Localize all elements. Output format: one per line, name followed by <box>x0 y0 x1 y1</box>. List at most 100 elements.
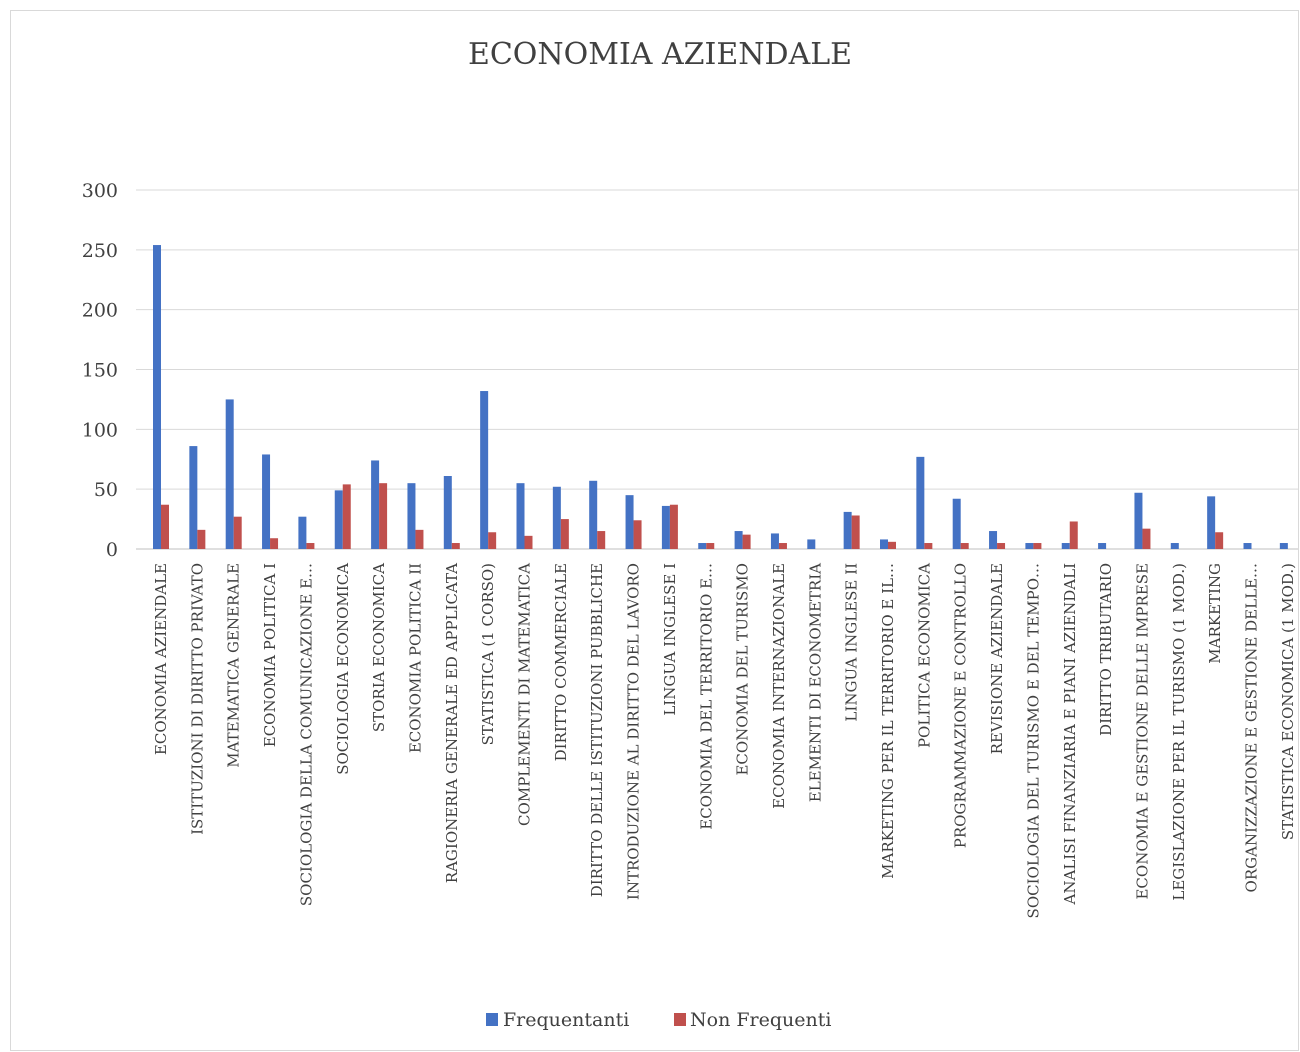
bar-non-frequenti-7 <box>379 483 388 549</box>
bar-non-frequenti-9 <box>451 543 460 549</box>
bar-frequentanti-30 <box>1207 496 1216 549</box>
x-tick-label-32: STATISTICA ECONOMICA (1 MOD.) <box>1279 563 1297 840</box>
x-tick-label-5: SOCIOLOGIA DELLA COMUNICAZIONE E… <box>297 563 315 906</box>
bar-non-frequenti-23 <box>960 543 969 549</box>
bar-non-frequenti-14 <box>633 520 642 549</box>
x-tick-label-16: ECONOMIA DEL TERRITORIO E… <box>697 563 715 830</box>
x-tick-label-23: PROGRAMMAZIONE E CONTROLLO <box>952 563 970 848</box>
bar-frequentanti-24 <box>989 531 998 549</box>
bar-frequentanti-26 <box>1061 543 1070 549</box>
bar-frequentanti-1 <box>153 245 161 550</box>
y-tick-label-200: 200 <box>82 300 118 322</box>
chart-title: ECONOMIA AZIENDALE <box>468 37 852 72</box>
bar-frequentanti-5 <box>298 516 307 549</box>
bar-frequentanti-12 <box>552 486 561 549</box>
bar-frequentanti-13 <box>589 480 598 549</box>
x-tick-label-10: STATISTICA (1 CORSO) <box>479 563 497 745</box>
bar-frequentanti-3 <box>225 399 234 549</box>
x-tick-label-12: DIRITTO COMMERCIALE <box>552 563 570 761</box>
bar-non-frequenti-6 <box>342 484 351 549</box>
bar-frequentanti-28 <box>1134 492 1143 549</box>
legend: Frequentanti Non Frequenti <box>486 1009 831 1031</box>
bar-non-frequenti-16 <box>706 543 715 549</box>
bar-frequentanti-31 <box>1243 543 1252 549</box>
x-tick-label-18: ECONOMIA INTERNAZIONALE <box>770 563 788 809</box>
bar-non-frequenti-18 <box>778 543 787 549</box>
bar-frequentanti-2 <box>189 446 198 549</box>
bar-frequentanti-6 <box>334 490 343 549</box>
x-tick-label-4: ECONOMIA POLITICA I <box>261 563 279 747</box>
x-tick-label-20: LINGUA INGLESE II <box>843 563 861 722</box>
bar-frequentanti-19 <box>807 539 816 549</box>
x-tick-label-28: ECONOMIA E GESTIONE DELLE IMPRESE <box>1133 563 1151 900</box>
bar-non-frequenti-20 <box>851 515 860 549</box>
legend-label-frequentanti: Frequentanti <box>503 1009 629 1031</box>
bar-frequentanti-20 <box>843 511 852 549</box>
bar-non-frequenti-17 <box>742 534 751 549</box>
bars <box>153 245 1288 550</box>
bar-non-frequenti-13 <box>597 531 606 549</box>
x-tick-label-15: LINGUA INGLESE I <box>661 563 679 716</box>
bar-non-frequenti-26 <box>1069 521 1078 549</box>
bar-non-frequenti-30 <box>1215 532 1224 549</box>
bar-non-frequenti-24 <box>997 543 1006 549</box>
legend-swatch-frequentanti <box>486 1013 498 1026</box>
bar-frequentanti-32 <box>1279 543 1288 549</box>
x-tick-label-24: REVISIONE AZIENDALE <box>988 563 1006 754</box>
x-tick-label-2: ISTITUZIONI DI DIRITTO PRIVATO <box>188 563 206 835</box>
x-tick-label-9: RAGIONERIA GENERALE ED APPLICATA <box>443 563 461 883</box>
x-tick-label-31: ORGANIZZAZIONE E GESTIONE DELLE… <box>1243 563 1261 892</box>
chart-area <box>10 10 1299 1051</box>
bar-frequentanti-7 <box>371 460 380 549</box>
x-tick-label-6: SOCIOLOGIA ECONOMICA <box>334 563 352 775</box>
bar-frequentanti-17 <box>734 531 743 549</box>
legend-swatch-non-frequenti <box>674 1013 686 1026</box>
x-tick-label-27: DIRITTO TRIBUTARIO <box>1097 563 1115 736</box>
x-tick-label-14: INTRODUZIONE AL DIRITTO DEL LAVORO <box>625 563 643 900</box>
y-tick-label-300: 300 <box>82 180 118 202</box>
y-axis: 0 50 100 150 200 250 300 <box>82 180 118 561</box>
bar-non-frequenti-21 <box>888 541 896 549</box>
y-tick-label-50: 50 <box>94 479 118 501</box>
x-tick-label-21: MARKETING PER IL TERRITORIO E IL… <box>879 563 897 879</box>
bar-non-frequenti-10 <box>488 532 497 549</box>
x-tick-label-22: POLITICA ECONOMICA <box>915 563 933 748</box>
bar-frequentanti-25 <box>1025 543 1034 549</box>
legend-label-non-frequenti: Non Frequenti <box>690 1009 831 1031</box>
x-tick-label-17: ECONOMIA DEL TURISMO <box>734 563 752 776</box>
x-tick-label-30: MARKETING <box>1206 563 1224 664</box>
x-tick-label-11: COMPLEMENTI DI MATEMATICA <box>516 563 534 826</box>
bar-non-frequenti-2 <box>197 529 206 549</box>
bar-frequentanti-16 <box>698 543 707 549</box>
bar-frequentanti-18 <box>770 533 779 549</box>
bar-frequentanti-22 <box>916 456 925 549</box>
bar-frequentanti-11 <box>516 483 525 549</box>
bar-frequentanti-23 <box>952 498 961 549</box>
bar-frequentanti-4 <box>262 454 271 549</box>
gridlines <box>136 189 1298 550</box>
bar-frequentanti-9 <box>443 476 452 549</box>
bar-non-frequenti-12 <box>560 519 569 549</box>
bar-frequentanti-14 <box>625 495 634 549</box>
bar-non-frequenti-3 <box>233 516 242 549</box>
x-tick-label-1: ECONOMIA AZIENDALE <box>152 563 170 755</box>
x-axis: ECONOMIA AZIENDALE ISTITUZIONI DI DIRITTO… <box>152 563 1297 919</box>
y-tick-label-150: 150 <box>82 360 118 382</box>
bar-frequentanti-21 <box>880 539 888 549</box>
x-tick-label-29: LEGISLAZIONE PER IL TURISMO (1 MOD.) <box>1170 563 1188 901</box>
x-tick-label-19: ELEMENTI DI ECONOMETRIA <box>806 563 824 802</box>
bar-non-frequenti-25 <box>1033 543 1042 549</box>
x-tick-label-8: ECONOMIA POLITICA II <box>406 563 424 753</box>
x-tick-label-3: MATEMATICA GENERALE <box>225 563 243 768</box>
x-tick-label-26: ANALISI FINANZIARIA E PIANI AZIENDALI <box>1061 563 1079 906</box>
x-tick-label-13: DIRITTO DELLE ISTITUZIONI PUBBLICHE <box>588 563 606 897</box>
y-tick-label-100: 100 <box>82 419 118 441</box>
bar-non-frequenti-11 <box>524 535 533 549</box>
bar-non-frequenti-28 <box>1142 528 1151 549</box>
bar-frequentanti-15 <box>661 505 670 549</box>
y-tick-label-250: 250 <box>82 240 118 262</box>
bar-non-frequenti-22 <box>924 543 933 549</box>
bar-frequentanti-27 <box>1098 543 1107 549</box>
bar-non-frequenti-4 <box>270 538 279 549</box>
